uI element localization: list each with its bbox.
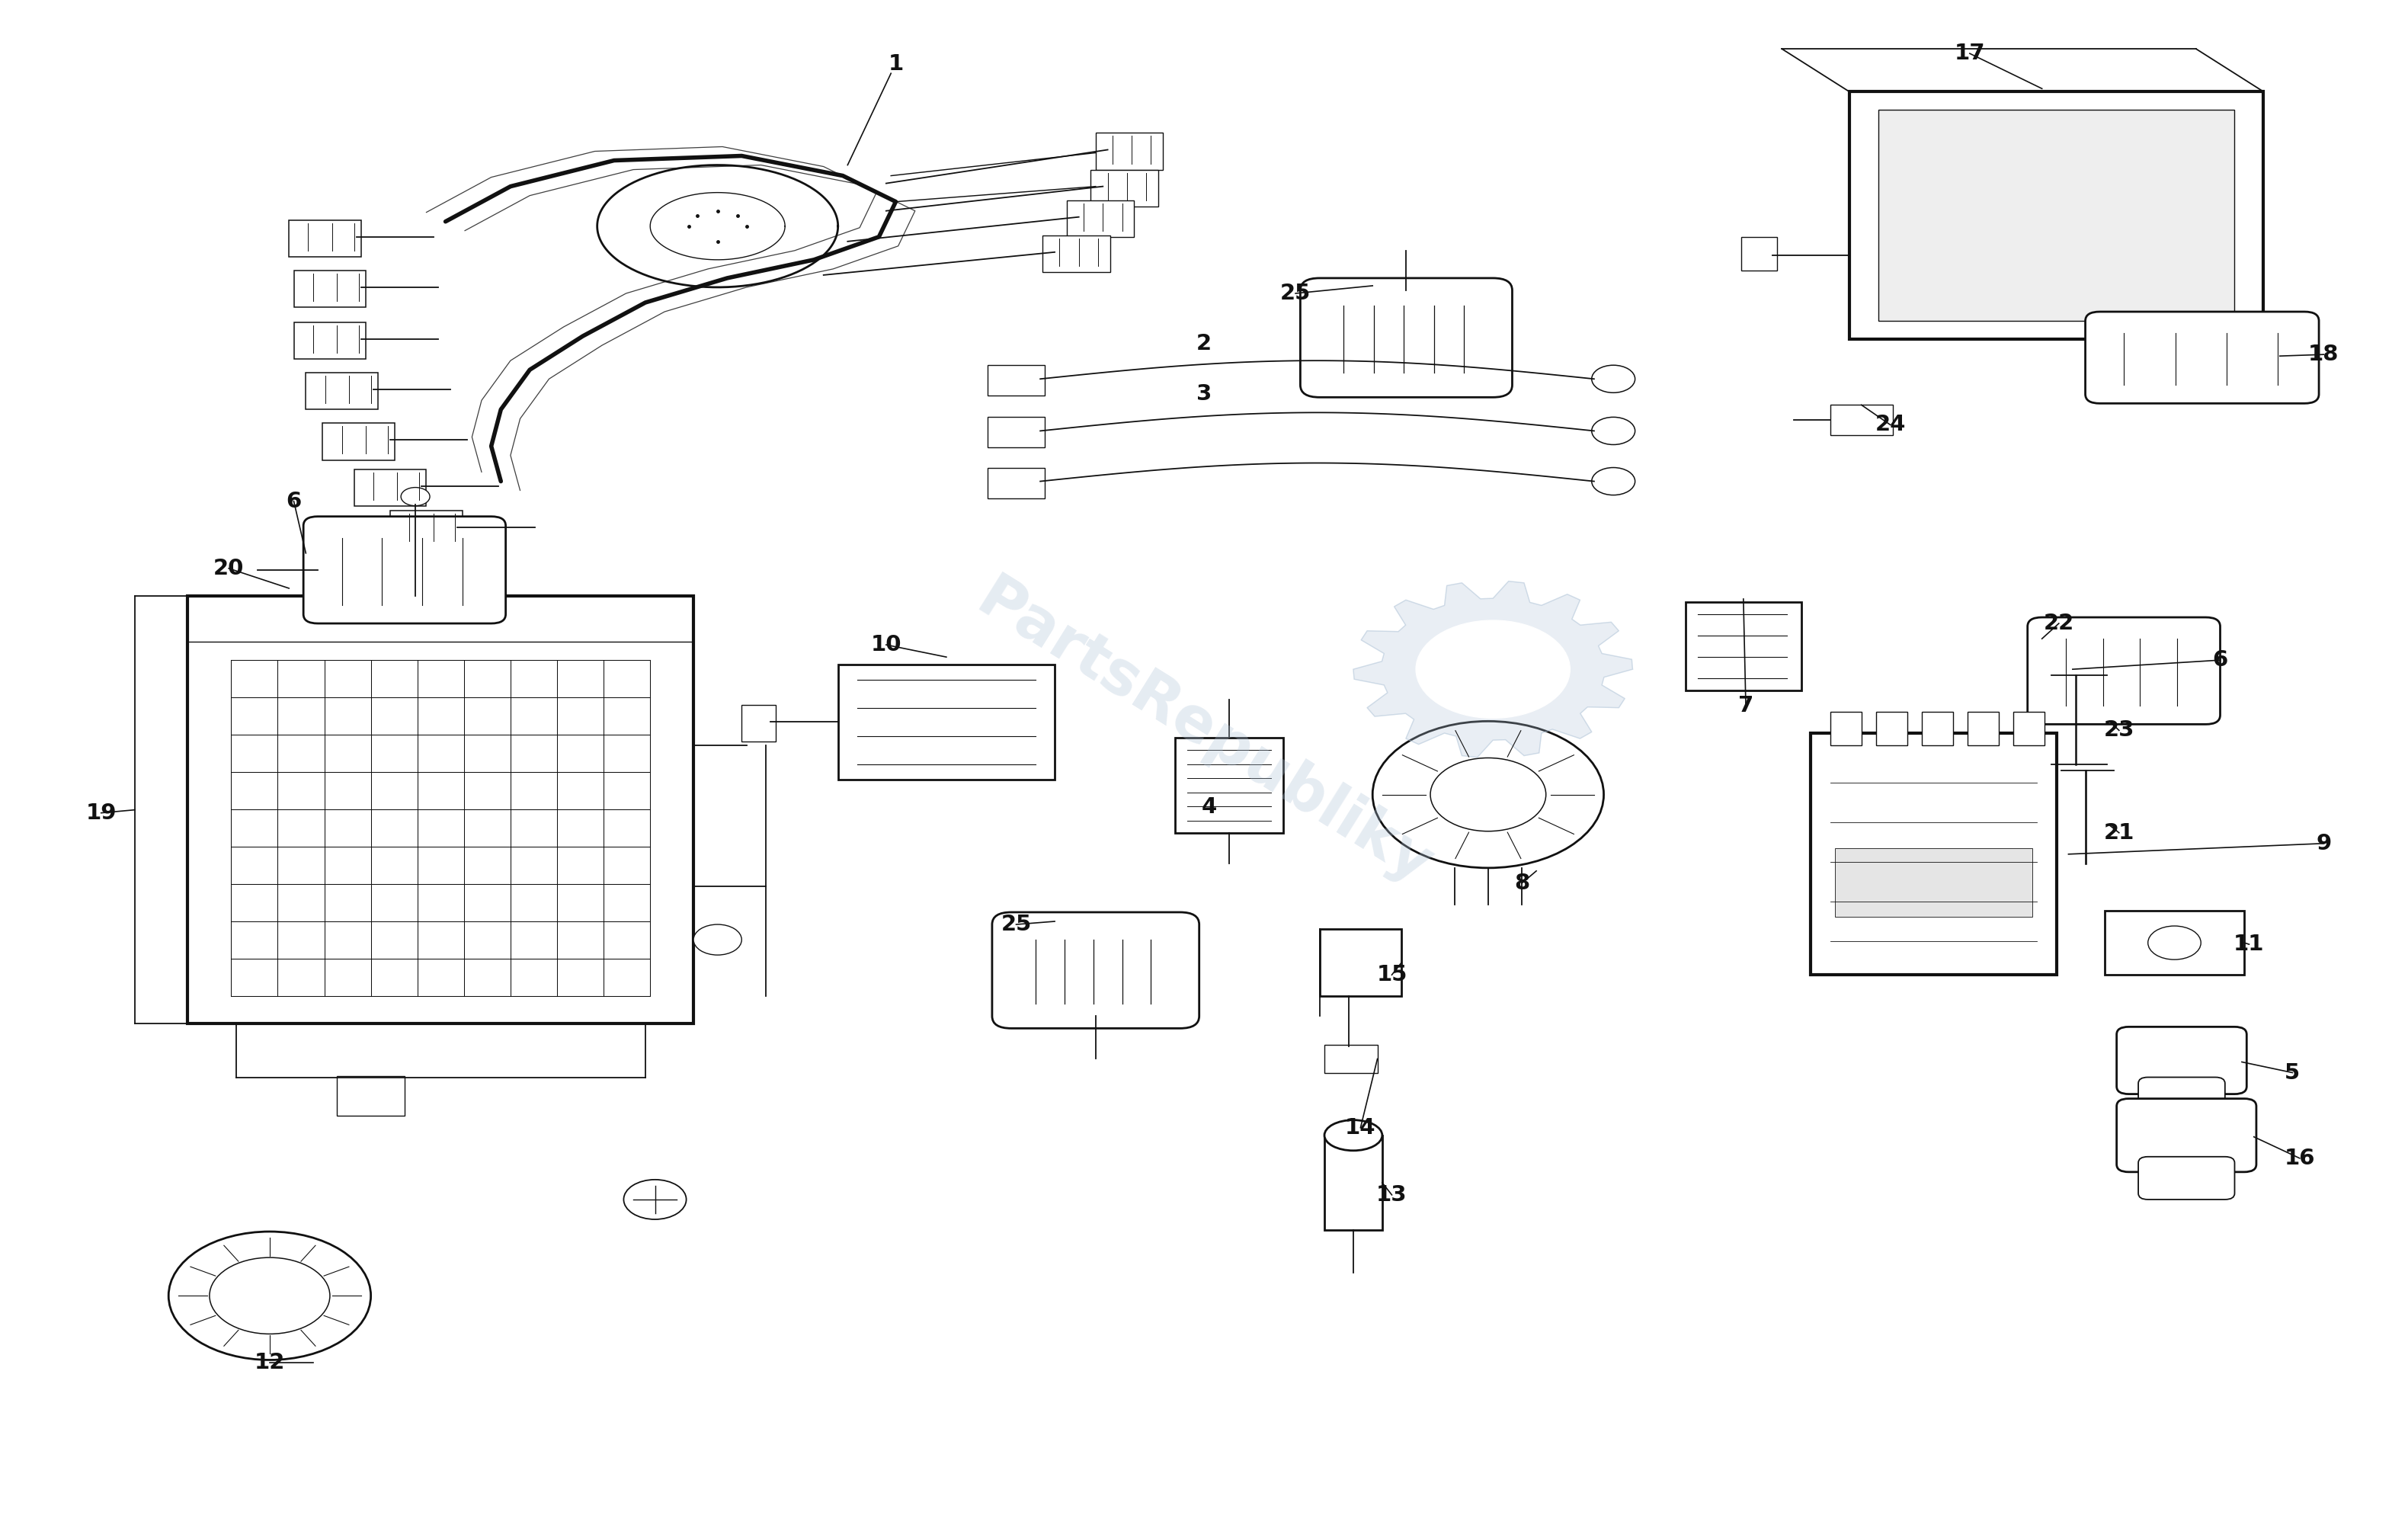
Bar bbox=[1922, 712, 1953, 746]
Circle shape bbox=[400, 487, 429, 506]
Circle shape bbox=[169, 1232, 371, 1360]
Bar bbox=[1878, 110, 2235, 321]
Text: 25: 25 bbox=[1002, 914, 1031, 935]
Bar bbox=[1324, 1045, 1377, 1073]
Text: 9: 9 bbox=[2316, 833, 2331, 854]
Bar bbox=[188, 596, 694, 1024]
Circle shape bbox=[2148, 926, 2201, 960]
Bar bbox=[1967, 712, 1999, 746]
Text: 13: 13 bbox=[1377, 1184, 1406, 1206]
Circle shape bbox=[1430, 758, 1546, 831]
Bar bbox=[294, 270, 366, 307]
FancyBboxPatch shape bbox=[2117, 1027, 2247, 1094]
Text: 11: 11 bbox=[2235, 934, 2264, 955]
Bar bbox=[1830, 712, 1861, 746]
Text: 6: 6 bbox=[287, 490, 301, 512]
Bar bbox=[1835, 848, 2032, 917]
Bar bbox=[1849, 92, 2264, 339]
Bar bbox=[1741, 237, 1777, 270]
Circle shape bbox=[1592, 417, 1635, 445]
Bar bbox=[1096, 133, 1163, 170]
Polygon shape bbox=[1353, 581, 1633, 758]
Circle shape bbox=[1592, 468, 1635, 495]
Circle shape bbox=[1373, 721, 1604, 868]
Text: 16: 16 bbox=[2285, 1148, 2314, 1169]
Text: 3: 3 bbox=[1197, 384, 1211, 405]
Text: PartsRepubliky: PartsRepubliky bbox=[966, 570, 1442, 897]
Ellipse shape bbox=[1324, 1120, 1382, 1151]
Text: 1: 1 bbox=[889, 53, 903, 75]
Text: 2: 2 bbox=[1197, 333, 1211, 354]
Text: 10: 10 bbox=[872, 634, 901, 656]
Bar bbox=[1320, 929, 1401, 996]
Bar bbox=[294, 322, 366, 359]
Circle shape bbox=[624, 1180, 686, 1219]
Bar bbox=[289, 220, 361, 257]
Text: 24: 24 bbox=[1876, 414, 1905, 435]
Bar bbox=[1876, 712, 1907, 746]
Text: 5: 5 bbox=[2285, 1062, 2300, 1083]
Bar bbox=[2013, 712, 2044, 746]
FancyBboxPatch shape bbox=[2085, 312, 2319, 403]
Bar bbox=[1830, 405, 1893, 435]
Circle shape bbox=[1416, 620, 1570, 718]
Bar bbox=[1175, 738, 1283, 833]
Bar bbox=[1686, 602, 1801, 691]
Text: 20: 20 bbox=[214, 558, 243, 579]
Text: 19: 19 bbox=[87, 802, 116, 824]
Text: 23: 23 bbox=[2105, 720, 2133, 741]
Bar bbox=[1043, 235, 1110, 272]
Bar bbox=[742, 706, 775, 743]
Bar bbox=[838, 665, 1055, 779]
FancyBboxPatch shape bbox=[2138, 1077, 2225, 1117]
Text: 4: 4 bbox=[1202, 796, 1216, 817]
Text: 14: 14 bbox=[1346, 1117, 1375, 1138]
FancyBboxPatch shape bbox=[1300, 278, 1512, 397]
Bar bbox=[354, 469, 426, 506]
FancyBboxPatch shape bbox=[992, 912, 1199, 1028]
FancyBboxPatch shape bbox=[303, 516, 506, 623]
Bar bbox=[1811, 733, 2056, 975]
Text: 6: 6 bbox=[2213, 649, 2227, 671]
Text: 17: 17 bbox=[1955, 43, 1984, 64]
Bar bbox=[987, 468, 1045, 498]
Bar bbox=[390, 510, 462, 547]
Text: 22: 22 bbox=[2044, 613, 2073, 634]
Bar bbox=[1067, 200, 1134, 237]
Bar bbox=[987, 417, 1045, 448]
Bar bbox=[306, 373, 378, 410]
Text: 7: 7 bbox=[1739, 695, 1753, 717]
Text: 25: 25 bbox=[1281, 283, 1310, 304]
Text: 15: 15 bbox=[1377, 964, 1406, 986]
Bar bbox=[1324, 1135, 1382, 1230]
Text: 21: 21 bbox=[2105, 822, 2133, 843]
Text: 18: 18 bbox=[2309, 344, 2338, 365]
Circle shape bbox=[209, 1258, 330, 1334]
Bar bbox=[337, 1076, 405, 1115]
Bar bbox=[2105, 911, 2244, 975]
FancyBboxPatch shape bbox=[2117, 1099, 2256, 1172]
Circle shape bbox=[1592, 365, 1635, 393]
Text: 8: 8 bbox=[1515, 872, 1529, 894]
Bar bbox=[1091, 170, 1158, 206]
FancyBboxPatch shape bbox=[2138, 1157, 2235, 1199]
Text: 12: 12 bbox=[255, 1352, 284, 1374]
Circle shape bbox=[694, 924, 742, 955]
Bar bbox=[987, 365, 1045, 396]
FancyBboxPatch shape bbox=[2028, 617, 2220, 724]
Bar bbox=[323, 423, 395, 460]
